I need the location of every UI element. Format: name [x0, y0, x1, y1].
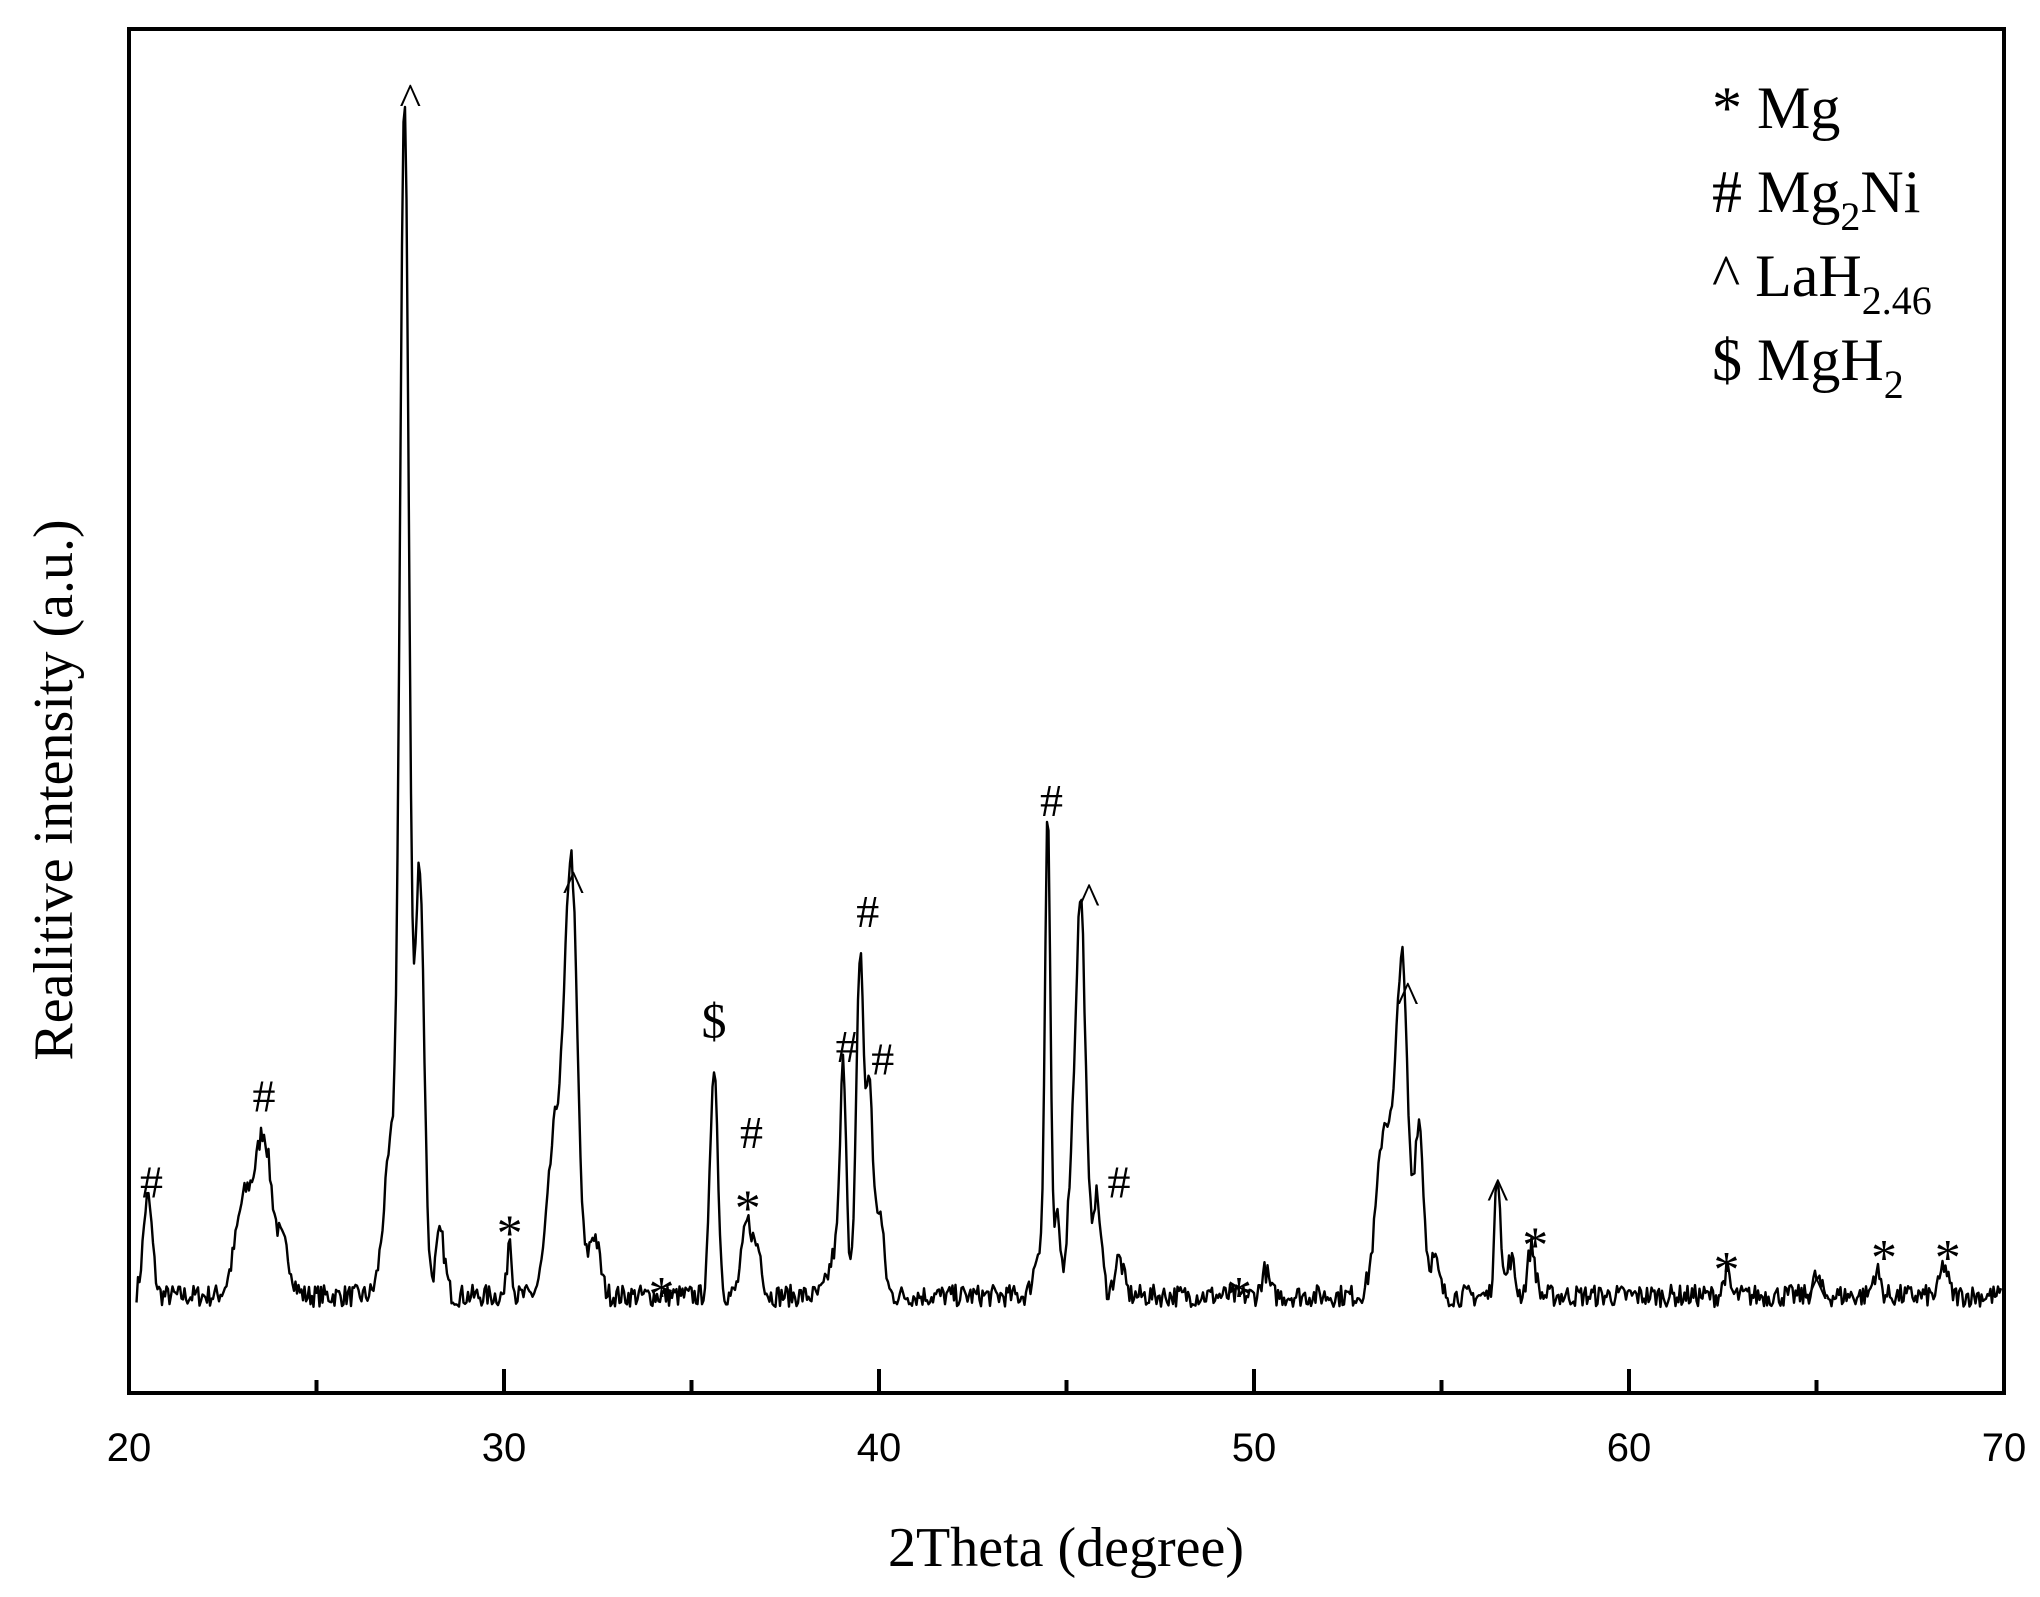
- phase-marker: ^: [1487, 1168, 1509, 1219]
- phase-marker: ^: [1397, 971, 1419, 1022]
- phase-marker: *: [1871, 1230, 1897, 1287]
- phase-marker: *: [1226, 1267, 1252, 1324]
- phase-marker: ^: [399, 73, 421, 124]
- phase-marker: #: [836, 1021, 859, 1072]
- phase-marker: *: [1522, 1218, 1548, 1275]
- x-tick-labels: 20 30 40 50 60 70: [107, 1426, 2027, 1470]
- phase-marker: #: [856, 886, 879, 937]
- phase-marker: #: [1108, 1156, 1131, 1207]
- phase-marker: $: [702, 993, 727, 1049]
- phase-marker: ^: [1078, 873, 1100, 924]
- phase-marker: #: [140, 1156, 163, 1207]
- phase-marker: ^: [563, 861, 585, 912]
- phase-marker: #: [253, 1070, 276, 1121]
- x-tick-label: 60: [1607, 1426, 1652, 1470]
- x-minor-ticks: [314, 1380, 1819, 1393]
- phase-marker: #: [1040, 775, 1063, 826]
- legend: * Mg # Mg2Ni^ LaH2.46$ MgH2: [1712, 75, 1932, 407]
- x-tick-label: 70: [1982, 1426, 2027, 1470]
- x-tick-label: 20: [107, 1426, 152, 1470]
- x-tick-label: 40: [857, 1426, 902, 1470]
- phase-marker: *: [649, 1267, 675, 1324]
- phase-marker: *: [497, 1205, 523, 1262]
- legend-entry: # Mg2Ni: [1712, 159, 1920, 239]
- x-tick-label: 50: [1232, 1426, 1277, 1470]
- phase-marker: *: [735, 1181, 761, 1238]
- legend-entry: * Mg: [1712, 75, 1840, 141]
- phase-marker: *: [1935, 1230, 1961, 1287]
- phase-marker: #: [871, 1033, 894, 1084]
- x-axis-title: 2Theta (degree): [888, 1517, 1244, 1579]
- phase-marker: *: [1714, 1242, 1740, 1299]
- x-major-ticks: [127, 1369, 2006, 1393]
- x-tick-label: 30: [482, 1426, 527, 1470]
- phase-marker: ^: [1806, 1267, 1828, 1318]
- phase-marker: #: [740, 1107, 763, 1158]
- y-axis-title: Realitive intensity (a.u.): [23, 519, 85, 1060]
- legend-entry: $ MgH2: [1712, 327, 1904, 407]
- legend-entry: ^ LaH2.46: [1712, 243, 1932, 323]
- xrd-pattern-line: [135, 105, 2003, 1309]
- phase-markers: ##^*^*$#*####^#*^^* * ^* *: [140, 73, 1961, 1323]
